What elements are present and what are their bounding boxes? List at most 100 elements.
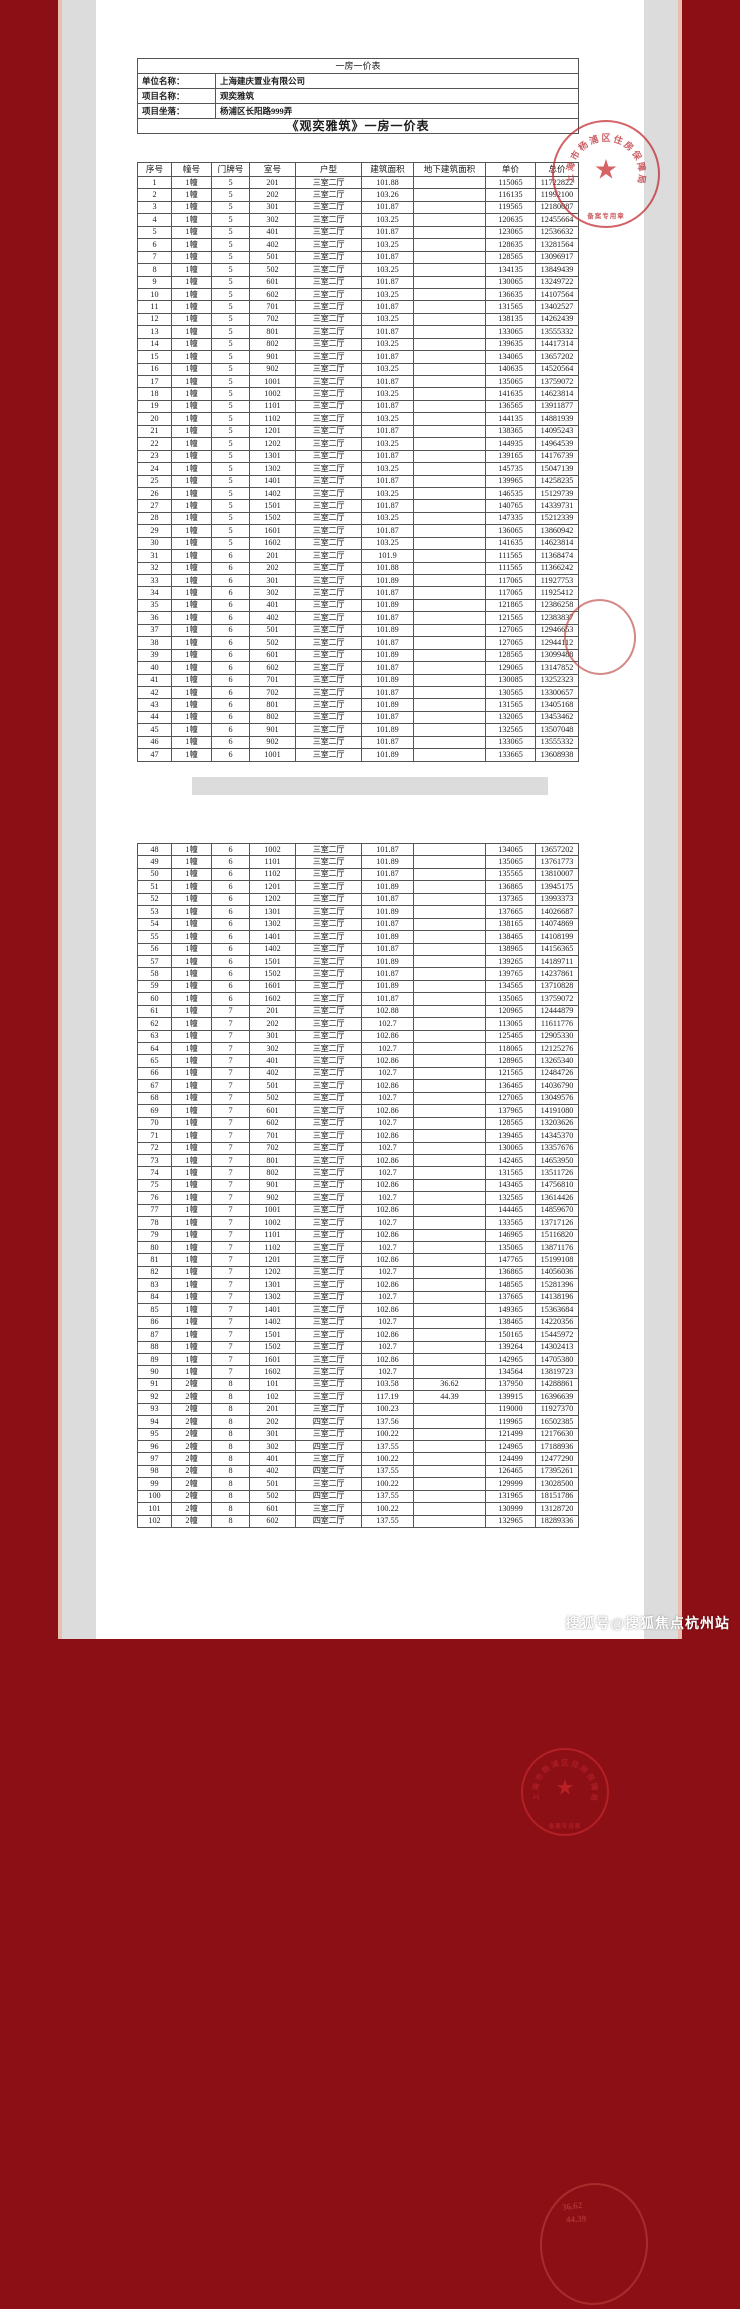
cell-layout: 三室二厅 — [295, 1029, 362, 1044]
table-row: 102 2幢 8 602 四室二厅 137.55 132965 18289336 — [137, 1514, 579, 1529]
cell-building: 1幢 — [171, 1017, 212, 1031]
cell-total-price: 12176630 — [535, 1427, 579, 1442]
cell-building: 1幢 — [171, 1303, 212, 1317]
cell-total-price: 14074869 — [535, 917, 579, 932]
cell-doorplate: 7 — [211, 1240, 250, 1255]
cell-unit-price: 128565 — [485, 250, 536, 265]
frame-hairline-left — [58, 0, 62, 1639]
cell-unit-price: 132565 — [485, 1191, 536, 1205]
cell-total-price: 11368474 — [535, 549, 579, 563]
cell-unit-price: 132965 — [485, 1514, 536, 1529]
cell-room: 1202 — [249, 892, 296, 907]
cell-unit-price: 134065 — [485, 350, 536, 364]
cell-total-price: 11722822 — [535, 175, 579, 190]
cell-total-price: 12905330 — [535, 1029, 579, 1044]
cell-floor-area: 101.87 — [361, 942, 414, 956]
cell-basement-area — [413, 1402, 486, 1417]
table-row: 11 1幢 5 701 三室二厅 101.87 131565 13402527 — [137, 300, 579, 314]
cell-index: 50 — [137, 867, 172, 882]
cell-building: 1幢 — [171, 1352, 212, 1367]
cell-total-price: 13810007 — [535, 867, 579, 882]
cell-room: 501 — [249, 1477, 296, 1491]
cell-total-price: 13028500 — [535, 1477, 579, 1491]
cell-room: 1001 — [249, 748, 296, 762]
cell-doorplate: 6 — [211, 979, 250, 994]
cell-floor-area: 102.7 — [361, 1141, 414, 1155]
cell-index: 82 — [137, 1265, 172, 1280]
cell-doorplate: 5 — [211, 188, 250, 202]
cell-basement-area — [413, 661, 486, 675]
table-row: 10 1幢 5 602 三室二厅 103.25 136635 14107564 — [137, 287, 579, 302]
cell-unit-price: 138135 — [485, 312, 536, 327]
cell-layout: 三室二厅 — [295, 1066, 362, 1081]
cell-layout: 三室二厅 — [295, 930, 362, 944]
cell-layout: 三室二厅 — [295, 698, 362, 712]
cell-building: 1幢 — [171, 648, 212, 663]
cell-layout: 三室二厅 — [295, 917, 362, 932]
cell-total-price: 13453462 — [535, 710, 579, 725]
cell-building: 1幢 — [171, 917, 212, 932]
cell-room: 1102 — [249, 1240, 296, 1255]
table-row: 84 1幢 7 1302 三室二厅 102.7 137665 14138196 — [137, 1290, 579, 1305]
cell-floor-area: 103.25 — [361, 437, 414, 451]
cell-index: 97 — [137, 1452, 172, 1466]
cell-floor-area: 103.25 — [361, 238, 414, 252]
cell-total-price: 14302413 — [535, 1340, 579, 1354]
cell-room: 1201 — [249, 424, 296, 439]
cell-doorplate: 8 — [211, 1452, 250, 1466]
cell-unit-price: 140765 — [485, 499, 536, 513]
handwritten-note-1: 36.62 — [561, 2199, 583, 2213]
table-row: 6 1幢 5 402 三室二厅 103.25 128635 13281564 — [137, 238, 579, 252]
cell-total-price: 15363684 — [535, 1303, 579, 1317]
cell-basement-area — [413, 979, 486, 994]
table-row: 58 1幢 6 1502 三室二厅 101.87 139765 14237861 — [137, 967, 579, 981]
table-row: 47 1幢 6 1001 三室二厅 101.89 133665 13608938 — [137, 748, 579, 762]
cell-room: 1402 — [249, 942, 296, 956]
cell-floor-area: 102.86 — [361, 1253, 414, 1267]
cell-building: 1幢 — [171, 573, 212, 588]
cell-unit-price: 135065 — [485, 374, 536, 389]
cell-floor-area: 101.87 — [361, 636, 414, 650]
cell-total-price: 13128720 — [535, 1502, 579, 1516]
cell-total-price: 15281396 — [535, 1278, 579, 1292]
cell-index: 2 — [137, 188, 172, 202]
cell-floor-area: 103.25 — [361, 287, 414, 302]
cell-doorplate: 7 — [211, 1315, 250, 1330]
cell-doorplate: 7 — [211, 1328, 250, 1342]
cell-basement-area — [413, 1452, 486, 1466]
cell-index: 55 — [137, 930, 172, 944]
cell-doorplate: 7 — [211, 1116, 250, 1131]
cell-layout: 三室二厅 — [295, 954, 362, 969]
cell-building: 1幢 — [171, 710, 212, 725]
cell-room: 601 — [249, 648, 296, 663]
cell-layout: 三室二厅 — [295, 337, 362, 352]
cell-index: 56 — [137, 942, 172, 956]
cell-building: 1幢 — [171, 1328, 212, 1342]
cell-index: 15 — [137, 350, 172, 364]
cell-building: 1幢 — [171, 992, 212, 1006]
cell-basement-area — [413, 499, 486, 513]
cell-unit-price: 138165 — [485, 917, 536, 932]
cell-layout: 三室二厅 — [295, 250, 362, 265]
cell-basement-area — [413, 1054, 486, 1068]
table-row: 25 1幢 5 1401 三室二厅 101.87 139965 14258235 — [137, 474, 579, 488]
cell-layout: 三室二厅 — [295, 213, 362, 227]
cell-unit-price: 143465 — [485, 1178, 536, 1193]
cell-doorplate: 8 — [211, 1502, 250, 1516]
cell-index: 39 — [137, 648, 172, 663]
cell-floor-area: 102.7 — [361, 1041, 414, 1056]
cell-layout: 三室二厅 — [295, 449, 362, 464]
cell-unit-price: 135065 — [485, 1240, 536, 1255]
cell-doorplate: 6 — [211, 710, 250, 725]
cell-layout: 三室二厅 — [295, 1265, 362, 1280]
cell-unit-price: 147335 — [485, 511, 536, 526]
cell-doorplate: 5 — [211, 524, 250, 538]
table-row: 50 1幢 6 1102 三室二厅 101.87 135565 13810007 — [137, 867, 579, 882]
cell-basement-area — [413, 399, 486, 414]
cell-floor-area: 101.89 — [361, 623, 414, 638]
cell-basement-area — [413, 1427, 486, 1442]
table-row: 91 2幢 8 101 三室二厅 103.58 36.62 137950 14288861 — [137, 1377, 579, 1392]
cell-building: 1幢 — [171, 549, 212, 563]
cell-index: 54 — [137, 917, 172, 932]
cell-index: 65 — [137, 1054, 172, 1068]
